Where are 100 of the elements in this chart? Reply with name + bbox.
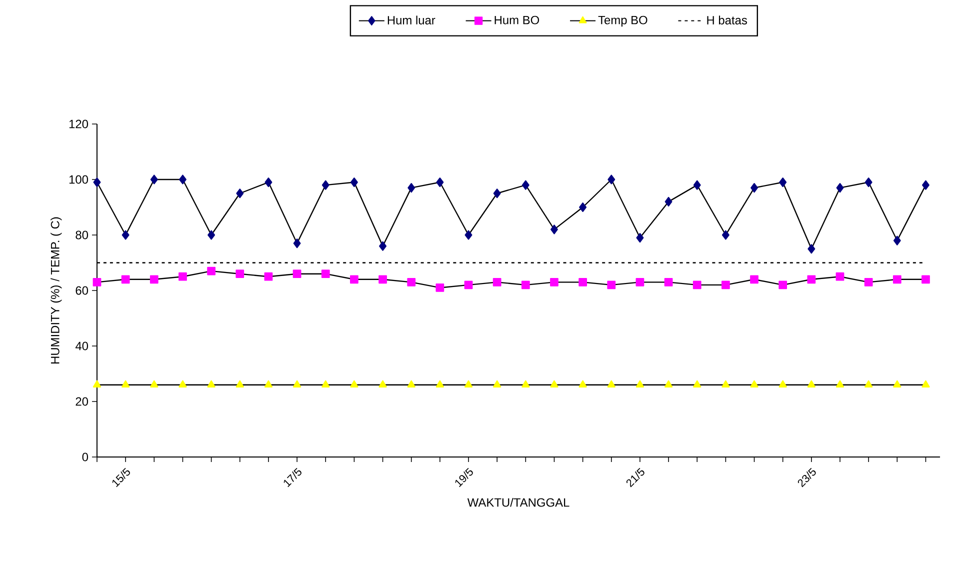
point xyxy=(178,380,187,388)
point xyxy=(350,380,358,388)
point xyxy=(378,275,387,284)
point xyxy=(207,380,216,388)
point xyxy=(350,275,358,284)
y-tick-label: 120 xyxy=(69,120,88,128)
point xyxy=(436,177,444,188)
point xyxy=(321,270,330,278)
point xyxy=(692,280,702,290)
point xyxy=(522,180,530,190)
point xyxy=(264,177,272,188)
point xyxy=(807,380,816,388)
point xyxy=(836,183,844,193)
point xyxy=(493,188,501,198)
y-tick-label: 0 xyxy=(82,452,88,462)
point xyxy=(807,275,816,284)
point xyxy=(608,174,616,184)
point xyxy=(264,272,273,281)
point xyxy=(636,278,644,286)
point xyxy=(236,380,244,388)
point xyxy=(636,380,644,388)
point xyxy=(93,177,101,188)
point xyxy=(322,380,330,388)
point xyxy=(836,272,844,281)
point xyxy=(864,278,873,286)
point xyxy=(492,278,502,286)
point xyxy=(550,278,558,286)
point xyxy=(207,266,216,276)
point xyxy=(550,380,558,388)
point xyxy=(522,380,530,388)
point xyxy=(693,380,702,388)
point xyxy=(236,188,244,198)
point xyxy=(178,272,187,281)
point xyxy=(808,244,816,254)
point xyxy=(150,380,158,388)
point xyxy=(550,224,558,234)
point xyxy=(693,180,701,190)
point xyxy=(121,275,130,284)
point xyxy=(864,177,872,188)
point xyxy=(407,380,416,388)
y-tick-label: 60 xyxy=(76,286,88,295)
point xyxy=(521,280,530,290)
point xyxy=(92,380,102,388)
point xyxy=(664,196,672,206)
point xyxy=(436,284,444,292)
point xyxy=(178,174,186,184)
point xyxy=(922,180,930,190)
point xyxy=(664,278,673,286)
y-tick-label: 40 xyxy=(75,342,88,350)
point xyxy=(436,380,444,388)
point xyxy=(579,202,587,212)
point xyxy=(464,280,473,290)
point xyxy=(607,380,616,388)
point xyxy=(778,280,788,290)
point xyxy=(893,380,902,388)
legend-label: Hum BO xyxy=(494,16,540,24)
point xyxy=(750,380,758,388)
y-tick-label: 80 xyxy=(76,230,88,240)
point xyxy=(408,183,416,193)
point xyxy=(779,177,787,188)
point xyxy=(378,380,387,388)
point xyxy=(292,270,302,278)
point xyxy=(493,380,502,388)
point xyxy=(722,230,730,240)
point xyxy=(578,380,587,388)
point xyxy=(778,380,787,388)
legend-label: Temp BO xyxy=(598,16,648,27)
point xyxy=(750,183,758,193)
point xyxy=(92,278,102,286)
y-tick-label: 100 xyxy=(69,175,88,184)
point xyxy=(893,236,901,246)
point xyxy=(379,241,387,251)
point xyxy=(208,230,216,240)
legend-label: Hum luar xyxy=(388,16,436,24)
y-axis-title: HUMIDITY (%) / TEMP. ( C) xyxy=(50,217,62,364)
point xyxy=(664,380,673,388)
x-axis-title: WAKTU/TANGGAL xyxy=(467,498,570,507)
y-tick-label: 20 xyxy=(76,397,88,406)
point xyxy=(264,380,273,388)
legend-label: H batas xyxy=(707,16,747,24)
point xyxy=(722,380,730,388)
point xyxy=(750,275,758,284)
point xyxy=(150,275,158,284)
point xyxy=(578,278,587,286)
point xyxy=(922,275,930,284)
point xyxy=(864,380,873,388)
point xyxy=(464,380,473,388)
point xyxy=(322,180,330,190)
point xyxy=(293,238,301,248)
point xyxy=(922,380,930,388)
point xyxy=(407,278,416,286)
point xyxy=(236,270,244,278)
point xyxy=(722,280,730,290)
point xyxy=(464,230,472,240)
point xyxy=(122,380,130,388)
point xyxy=(607,280,616,290)
point xyxy=(892,275,902,284)
point xyxy=(292,380,302,388)
point xyxy=(150,174,158,184)
point xyxy=(836,380,844,388)
